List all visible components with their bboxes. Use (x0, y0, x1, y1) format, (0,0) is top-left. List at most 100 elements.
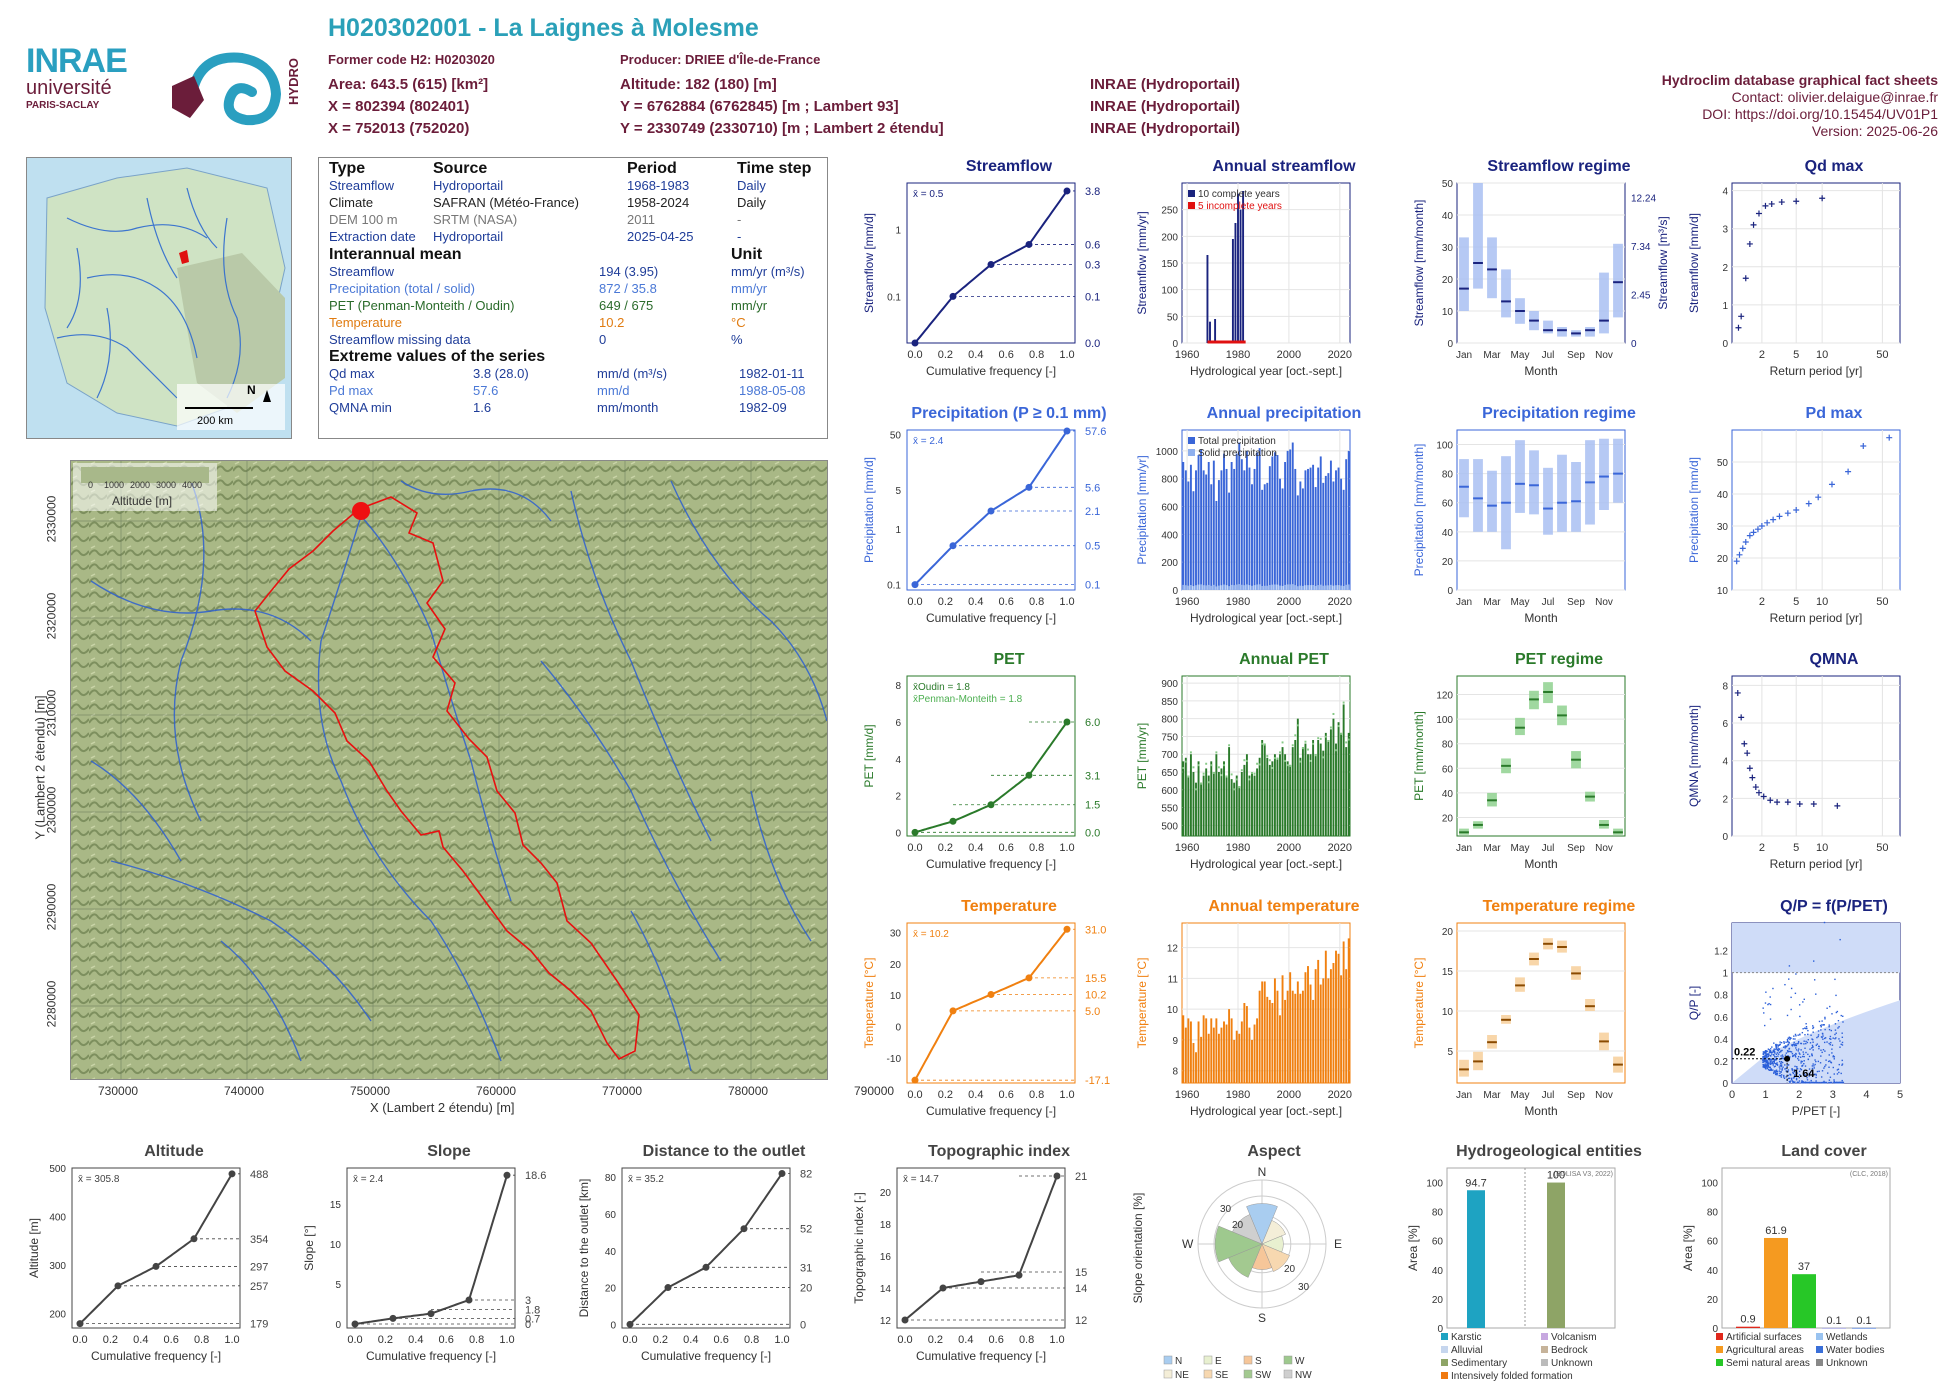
y-tick-label: 850 (1161, 697, 1178, 708)
right-value-label: -17.1 (1085, 1075, 1110, 1087)
bar-solid (1271, 584, 1274, 590)
doi-link[interactable]: DOI: https://doi.org/10.15454/UV01P1 (1702, 106, 1938, 122)
y-tick-label: 2 (1722, 263, 1728, 274)
x-tick-label: 1980 (1226, 1089, 1250, 1101)
x-tick-label: Sep (1567, 350, 1585, 361)
y-tick-label: 20 (880, 1188, 892, 1199)
scatter-point (1771, 1058, 1773, 1061)
scatter-point (1778, 1074, 1780, 1077)
interannual-table: Interannual mean Unit Streamflow 194 (3.9… (327, 246, 807, 348)
quantile-point (351, 1320, 359, 1328)
scatter-point (1830, 1038, 1832, 1040)
data-point (1736, 551, 1743, 558)
quantile-point (1063, 187, 1071, 195)
x-tick-label: 10 (1816, 842, 1828, 854)
scatter-point (1833, 1073, 1835, 1075)
bar (1238, 786, 1241, 836)
scatter-point (1769, 1061, 1771, 1063)
cell: 1958-2024 (627, 195, 690, 210)
scatter-point (1828, 1066, 1830, 1068)
scatter-point (1807, 1053, 1809, 1056)
y-tick-label: 100 (1436, 441, 1453, 452)
scatter-point (1793, 1075, 1796, 1078)
right-value-label: 0.0 (1085, 827, 1100, 839)
y-tick-label: 40 (605, 1247, 617, 1258)
y-tick-label: 250 (1161, 206, 1178, 217)
bar (1329, 969, 1332, 1083)
right-value-label: 15.5 (1085, 973, 1106, 985)
scatter-point (1784, 1047, 1786, 1049)
chart-title: PET regime (1515, 651, 1603, 668)
x-tick-label: 0.6 (164, 1334, 179, 1346)
scatter-point (1771, 1061, 1773, 1064)
chart-title: Streamflow (966, 158, 1053, 175)
logo-hydro-text: HYDRO (285, 58, 301, 105)
scatter-point (1767, 1063, 1769, 1065)
bar (1284, 462, 1287, 590)
scatter-point (1762, 1057, 1764, 1059)
scatter-point (1814, 1081, 1817, 1084)
bar (1764, 1237, 1788, 1328)
scatter-point (1764, 1054, 1767, 1057)
rose-sector (1261, 1243, 1290, 1272)
scatter-point (1801, 1031, 1804, 1034)
y-tick-label: 20 (1717, 554, 1729, 565)
bar-solid (1197, 584, 1200, 590)
scatter-point (1830, 1029, 1833, 1032)
scatter-point (1766, 1064, 1768, 1066)
bar-secondary (1245, 759, 1248, 762)
cell: - (737, 212, 742, 227)
bar (1200, 782, 1203, 836)
x-axis-label: Hydrological year [oct.-sept.] (1190, 364, 1342, 378)
bar-solid (1317, 585, 1320, 590)
cell: 1982-09 (739, 400, 787, 415)
scatter-point (1802, 1028, 1804, 1030)
chart-title: QMNA (1810, 651, 1859, 668)
scatter-point (1780, 1064, 1783, 1066)
bar (1294, 740, 1297, 836)
scatter-point (1803, 1055, 1805, 1058)
scatter-point (1790, 1078, 1793, 1081)
scatter-point (1797, 1050, 1799, 1052)
bar (1256, 768, 1259, 836)
legend-swatch (1541, 1346, 1548, 1353)
bar-complete (1234, 223, 1237, 343)
cell: Precipitation (total / solid) (329, 281, 475, 296)
version: Version: 2025-06-26 (1811, 123, 1938, 139)
x-tick-label: 0.2 (103, 1334, 118, 1346)
box (1487, 470, 1497, 532)
bar (1225, 468, 1228, 590)
scatter-point (1817, 1034, 1820, 1036)
y-tick-label: 60 (1442, 764, 1454, 775)
data-point (1741, 740, 1748, 747)
scatter-point (1768, 1053, 1770, 1055)
cell: 1988-05-08 (739, 383, 806, 398)
scatter-point (1764, 1056, 1767, 1058)
scatter-point (1835, 1032, 1837, 1034)
bar (1822, 1327, 1846, 1329)
quantile-point (465, 1296, 473, 1304)
y-tick-label: 20 (1442, 557, 1454, 568)
table-row: Temperature 10.2 °C (327, 314, 807, 331)
scatter-point (1832, 1037, 1834, 1039)
scatter-point (1788, 1080, 1791, 1083)
bar (1263, 981, 1266, 1083)
bar (1286, 990, 1289, 1083)
bar-solid (1217, 585, 1220, 590)
bar (1547, 1182, 1565, 1328)
x-axis-label: Return period [yr] (1770, 857, 1863, 871)
scatter-point (1763, 1066, 1766, 1069)
scatter-point (1814, 1059, 1816, 1061)
scatter-point (1764, 1002, 1767, 1004)
x-tick-label: 0.0 (622, 1334, 637, 1346)
scatter-point (1840, 1081, 1843, 1084)
scatter-point (1832, 1055, 1835, 1057)
right-value-label: 0 (800, 1319, 806, 1331)
quantile-point (228, 1170, 236, 1178)
scatter-point (1805, 1051, 1807, 1054)
bar (1276, 757, 1279, 836)
chart-annual-pet: Annual PET500550600650700750800850900196… (1135, 651, 1352, 871)
scatter-point (1793, 1071, 1796, 1073)
y-tick-label: 10 (890, 991, 902, 1002)
right-value-label: 488 (250, 1169, 268, 1181)
